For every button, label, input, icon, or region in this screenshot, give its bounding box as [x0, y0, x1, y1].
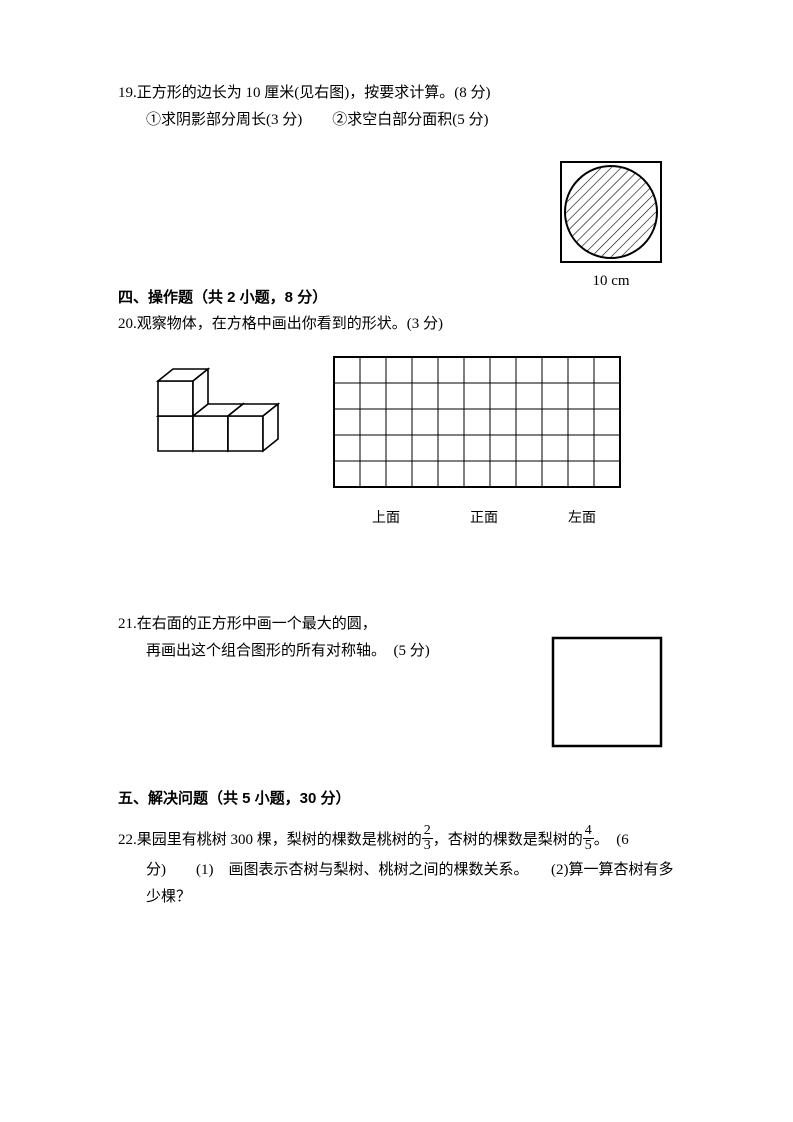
figure-caption-10cm: 10 cm — [559, 268, 663, 295]
question-19: 19.正方形的边长为 10 厘米(见右图)，按要求计算。(8 分) ①求阴影部分… — [118, 80, 683, 134]
question-21: 21.在右面的正方形中画一个最大的圆， 再画出这个组合图形的所有对称轴。 (5 … — [118, 611, 683, 665]
question-22: 22.果园里有桃树 300 棵，梨树的棵数是桃树的23，杏树的棵数是梨树的45。… — [118, 826, 683, 911]
q20-text: 20.观察物体，在方格中画出你看到的形状。(3 分) — [118, 311, 683, 338]
q22-mid: ，杏树的棵数是梨树的 — [433, 832, 583, 848]
question-20: 20.观察物体，在方格中画出你看到的形状。(3 分) — [118, 311, 683, 531]
empty-square — [551, 636, 663, 748]
label-front-view: 正面 — [449, 506, 519, 531]
section-5-header: 五、解决问题（共 5 小题，30 分） — [118, 785, 683, 812]
figure-circle-in-square: 10 cm — [559, 160, 663, 295]
q21-text: 21.在右面的正方形中画一个最大的圆， — [118, 611, 430, 638]
answer-grid — [333, 356, 623, 490]
fraction-2-3: 23 — [422, 824, 433, 853]
fraction-4-5: 45 — [583, 824, 594, 853]
q19-subtext: ①求阴影部分周长(3 分) ②求空白部分面积(5 分) — [118, 107, 683, 134]
label-left-view: 左面 — [547, 506, 617, 531]
q22-prefix: 22.果园里有桃树 300 棵，梨树的棵数是桃树的 — [118, 832, 422, 848]
label-top-view: 上面 — [351, 506, 421, 531]
q22-suffix: 。 (6 — [594, 832, 629, 848]
q22-body: 分) (1) 画图表示杏树与梨树、桃树之间的棵数关系。 (2)算一算杏树有多少棵… — [118, 857, 683, 911]
q19-text: 19.正方形的边长为 10 厘米(见右图)，按要求计算。(8 分) — [118, 80, 683, 107]
q21-subtext: 再画出这个组合图形的所有对称轴。 (5 分) — [118, 638, 430, 665]
cubes-figure — [138, 366, 293, 461]
